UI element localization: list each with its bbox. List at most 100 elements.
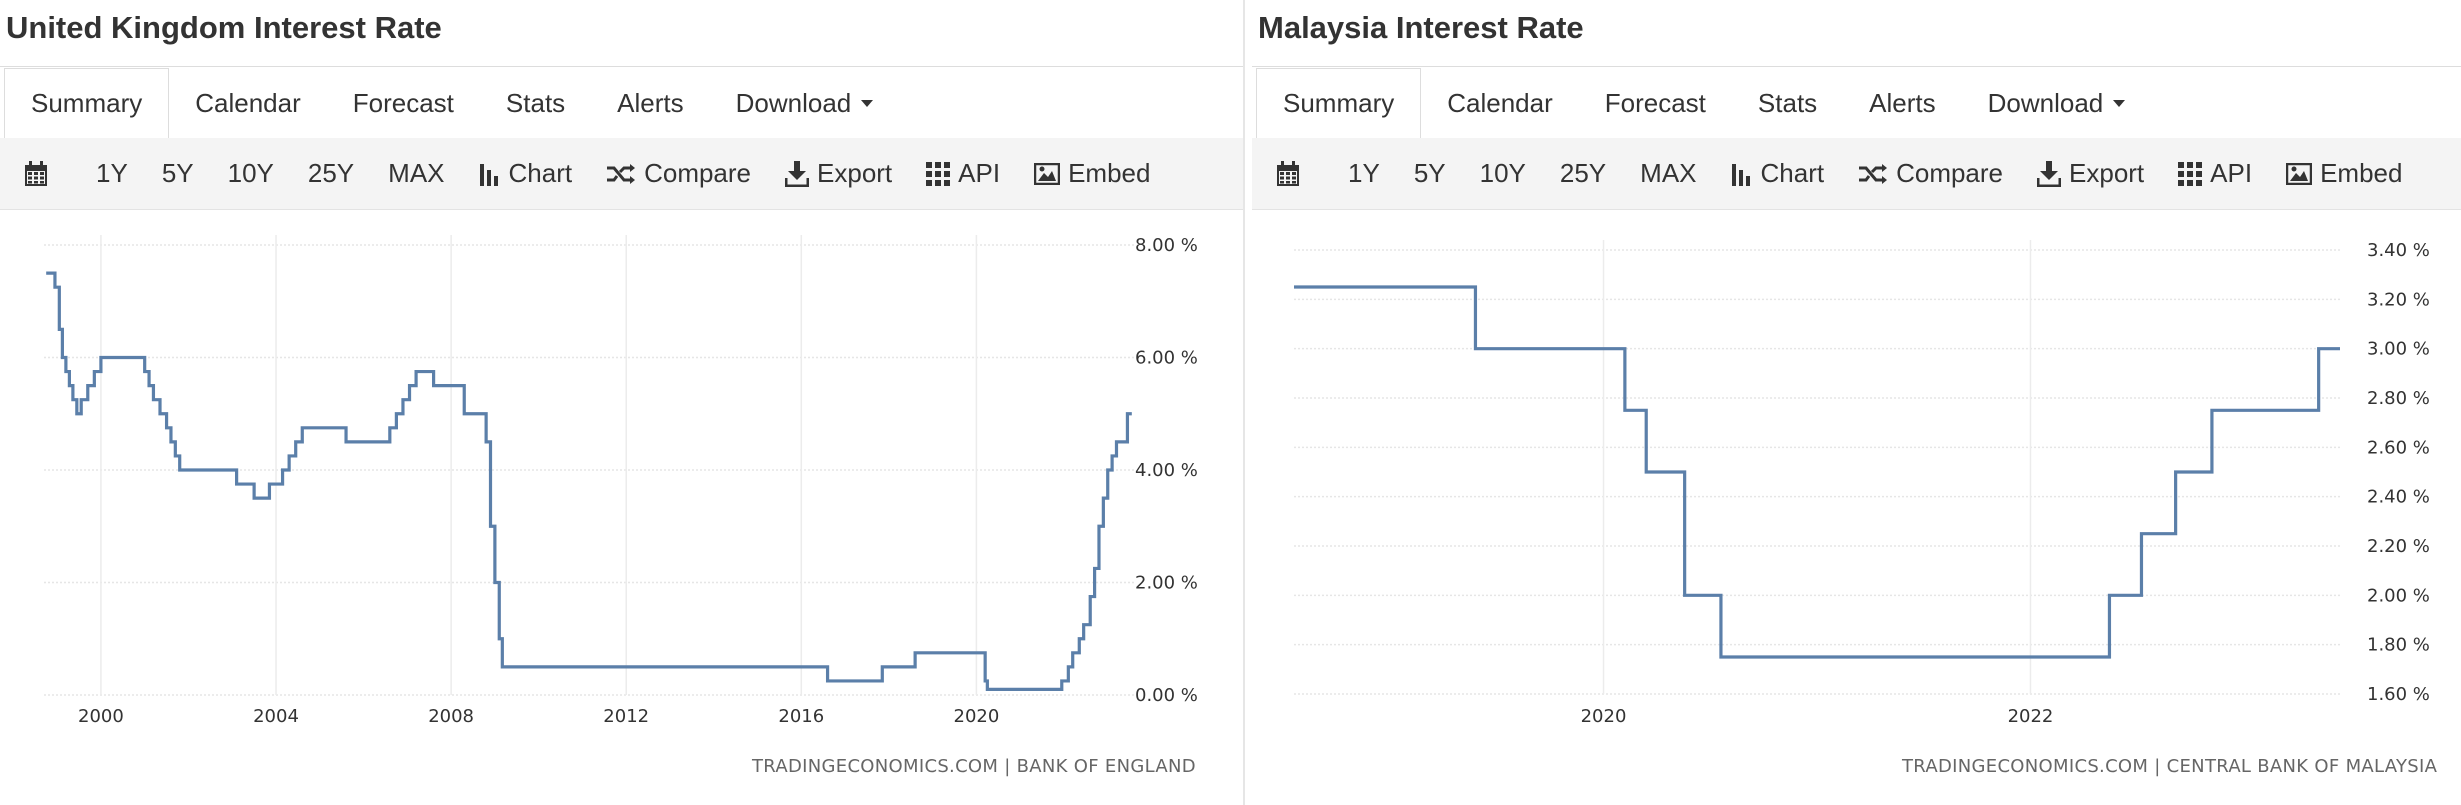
malaysia-interest-rate-chart: 1.60 % 1.80 % 2.00 % 2.20 % 2.40 % 2.60 % 2.80… [1294,240,2430,727]
tab-label: Summary [1283,88,1395,118]
range-25y-button[interactable]: 25Y [1559,158,1607,188]
date-range-button[interactable] [24,160,56,187]
tab-summary[interactable]: Summary [1256,68,1422,139]
compare-label: Compare [644,158,752,188]
export-label: Export [2069,158,2145,188]
compare-button[interactable]: Compare [1858,158,2003,189]
uk-chart-area: 0.00 % 2.00 % 4.00 % 6.00 % 8.00 % 2000 2004 20… [0,210,1243,735]
series-line [46,271,1132,691]
chart-button[interactable]: Chart [1731,158,1825,189]
chart-button[interactable]: Chart [479,158,573,189]
bar-chart-icon [479,163,498,186]
grid-icon [2178,161,2203,186]
y-tick-label: 1.60 % [2367,684,2430,705]
y-tick-label: 4.00 % [1135,460,1198,481]
range-25y-button[interactable]: 25Y [307,158,355,188]
tab-calendar[interactable]: Calendar [1421,68,1579,138]
chart-label: Chart [508,158,573,188]
compare-button[interactable]: Compare [606,158,751,189]
y-tick-label: 2.80 % [2367,388,2430,409]
tab-summary[interactable]: Summary [4,68,170,139]
tab-alerts[interactable]: Alerts [1843,68,1961,138]
y-tick-label: 2.00 % [1135,573,1198,594]
range-5y-button[interactable]: 5Y [161,158,194,188]
shuffle-icon [1859,163,1888,184]
range-1y-button[interactable]: 1Y [96,158,128,188]
series-line [1294,285,2340,659]
tab-calendar[interactable]: Calendar [169,68,327,138]
title-divider [1252,66,2461,67]
tab-stats[interactable]: Stats [1732,68,1843,138]
x-tick-label: 2000 [78,706,124,727]
compare-label: Compare [1896,158,2004,188]
y-tick-label: 2.20 % [2367,536,2430,557]
caret-down-icon [861,99,874,107]
range-1y-button[interactable]: 1Y [1348,158,1380,188]
title-divider [0,66,1243,67]
y-tick-label: 0.00 % [1135,685,1198,706]
tab-bar: Summary Calendar Forecast Stats Alerts D… [1252,68,2461,139]
tab-label: Summary [31,88,143,118]
chart-toolbar: 1Y 5Y 10Y 25Y MAX Chart Compare Export A… [0,138,1243,210]
embed-label: Embed [2320,158,2403,188]
chart-credit: TRADINGECONOMICS.COM | BANK OF ENGLAND [752,756,1196,777]
bar-chart-icon [1731,163,1750,186]
shuffle-icon [607,163,636,184]
x-tick-label: 2020 [1581,706,1627,727]
embed-button[interactable]: Embed [1034,158,1150,189]
tab-download[interactable]: Download [1962,68,2152,138]
chart-label: Chart [1760,158,1825,188]
chart-credit: TRADINGECONOMICS.COM | CENTRAL BANK OF M… [1902,756,2438,777]
api-button[interactable]: API [2178,158,2252,189]
grid-icon [926,161,951,186]
download-icon [2037,160,2062,187]
y-tick-label: 8.00 % [1135,235,1198,256]
api-label: API [2210,158,2253,188]
y-tick-label: 1.80 % [2367,635,2430,656]
malaysia-panel: Malaysia Interest Rate Summary Calendar … [1252,0,2461,805]
panel-separator [1243,0,1245,805]
y-tick-label: 3.00 % [2367,339,2430,360]
tab-label: Stats [505,87,566,118]
y-tick-label: 2.00 % [2367,585,2430,606]
export-label: Export [817,158,893,188]
export-button[interactable]: Export [2037,158,2144,189]
uk-interest-rate-chart: 0.00 % 2.00 % 4.00 % 6.00 % 8.00 % 2000 2004 20… [44,235,1198,727]
range-10y-button[interactable]: 10Y [227,158,274,188]
tab-alerts[interactable]: Alerts [591,68,709,138]
calendar-icon [1277,160,1299,186]
range-max-button[interactable]: MAX [1640,158,1697,188]
api-button[interactable]: API [926,158,1000,189]
x-tick-label: 2008 [428,706,474,727]
tab-label: Forecast [1604,87,1706,118]
tab-stats[interactable]: Stats [480,68,591,138]
y-tick-label: 3.20 % [2367,289,2430,310]
x-tick-label: 2016 [778,706,824,727]
malaysia-chart-area: 1.60 % 1.80 % 2.00 % 2.20 % 2.40 % 2.60 % 2.80… [1252,210,2461,735]
tab-label: Calendar [195,87,301,118]
embed-label: Embed [1068,158,1151,188]
chart-toolbar: 1Y 5Y 10Y 25Y MAX Chart Compare Export A… [1252,138,2461,210]
tab-label: Alerts [1869,87,1936,118]
range-5y-button[interactable]: 5Y [1413,158,1446,188]
tab-bar: Summary Calendar Forecast Stats Alerts D… [0,68,1243,139]
x-tick-label: 2012 [603,706,649,727]
tab-forecast[interactable]: Forecast [1579,68,1732,138]
x-tick-label: 2004 [253,706,299,727]
date-range-button[interactable] [1276,160,1308,187]
tab-forecast[interactable]: Forecast [327,68,480,138]
y-tick-label: 2.60 % [2367,437,2430,458]
embed-button[interactable]: Embed [2286,158,2402,189]
tab-download[interactable]: Download [710,68,900,138]
x-tick-label: 2020 [954,706,1000,727]
tab-label: Calendar [1447,87,1553,118]
tab-label: Forecast [352,87,454,118]
y-tick-label: 6.00 % [1135,348,1198,369]
tab-label: Download [1987,87,2104,118]
range-10y-button[interactable]: 10Y [1479,158,1526,188]
export-button[interactable]: Export [785,158,892,189]
api-label: API [958,158,1001,188]
page-title: United Kingdom Interest Rate [6,10,442,45]
image-icon [2286,162,2313,185]
range-max-button[interactable]: MAX [388,158,445,188]
